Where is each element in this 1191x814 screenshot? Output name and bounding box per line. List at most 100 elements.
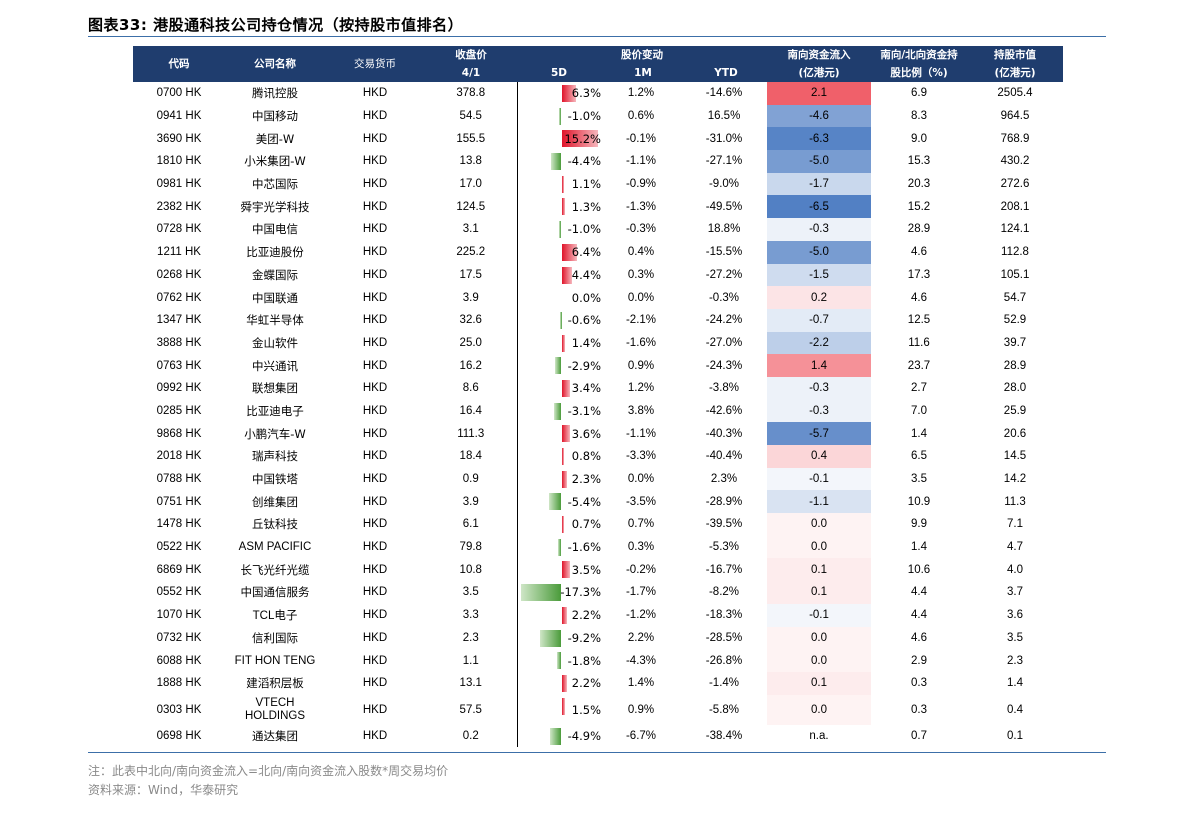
row-close: 225.2 bbox=[425, 240, 518, 264]
row-change-ytd: -5.8% bbox=[708, 703, 740, 716]
row-change-5d: 3.6% bbox=[517, 422, 601, 445]
table-note: 注：此表中北向/南向资金流入=北向/南向资金流入股数*周交易均价 bbox=[88, 764, 449, 778]
row-holding-ratio: 15.3 bbox=[907, 155, 931, 168]
change-5d-bar bbox=[561, 379, 570, 397]
row-code: 0788 HK bbox=[156, 473, 202, 486]
row-close: 1.1 bbox=[425, 649, 518, 672]
row-southbound-flow: 0.4 bbox=[767, 445, 871, 468]
row-currency: HKD bbox=[362, 132, 388, 145]
row-currency: HKD bbox=[362, 703, 388, 716]
row-currency: HKD bbox=[362, 654, 388, 667]
row-currency: HKD bbox=[362, 268, 388, 281]
row-close: 13.8 bbox=[425, 150, 518, 173]
change-5d-bar bbox=[549, 727, 562, 745]
row-close: 79.8 bbox=[425, 535, 518, 559]
row-holding-ratio: 11.6 bbox=[908, 336, 930, 349]
row-change-5d: -5.4% bbox=[517, 490, 601, 513]
row-change-5d: 1.1% bbox=[517, 173, 601, 196]
row-change-5d: 4.4% bbox=[517, 264, 601, 287]
row-code: 0268 HK bbox=[156, 268, 202, 281]
row-code: 9868 HK bbox=[156, 427, 202, 440]
row-change-ytd: -40.4% bbox=[705, 450, 743, 463]
change-5d-bar bbox=[561, 448, 564, 465]
change-5d-value: 6.3% bbox=[571, 86, 601, 101]
row-name: 中国铁塔 bbox=[252, 472, 298, 487]
change-5d-value: -5.4% bbox=[567, 494, 601, 509]
row-change-1m: 0.7% bbox=[627, 518, 655, 531]
row-change-5d: 3.4% bbox=[517, 377, 601, 400]
change-5d-value: 0.7% bbox=[571, 517, 601, 532]
row-currency: HKD bbox=[362, 223, 388, 236]
change-5d-bar bbox=[561, 198, 565, 216]
row-change-1m: -2.1% bbox=[625, 314, 657, 327]
row-change-5d: 1.5% bbox=[517, 695, 601, 725]
row-holding-mcap: 105.1 bbox=[1000, 268, 1030, 281]
change-5d-value: -1.0% bbox=[567, 109, 601, 124]
row-currency: HKD bbox=[362, 495, 388, 508]
table-row: 0763 HK 中兴通讯 HKD 16.2 -2.9% 0.9% -24.3% 1.4 23.7… bbox=[133, 354, 1063, 377]
row-change-5d: 6.3% bbox=[517, 82, 601, 105]
row-change-5d: -3.1% bbox=[517, 400, 601, 423]
row-code: 1888 HK bbox=[156, 677, 202, 690]
row-holding-mcap: 2.3 bbox=[1007, 654, 1023, 667]
header-currency: 交易货币 bbox=[325, 46, 425, 82]
row-close: 3.5 bbox=[425, 581, 518, 604]
row-holding-ratio: 9.0 bbox=[911, 132, 927, 145]
row-southbound-flow: -1.5 bbox=[767, 263, 871, 287]
row-name: 通达集团 bbox=[252, 728, 298, 743]
row-name: 小鹏汽车-W bbox=[244, 426, 306, 441]
row-southbound-flow: -1.7 bbox=[767, 172, 871, 196]
row-change-1m: -1.1% bbox=[625, 155, 657, 168]
row-close: 57.5 bbox=[425, 694, 518, 725]
change-5d-bar bbox=[520, 584, 562, 602]
row-code: 3690 HK bbox=[156, 132, 202, 145]
row-currency: HKD bbox=[362, 382, 388, 395]
change-5d-bar bbox=[551, 153, 562, 171]
table-row: 0728 HK 中国电信 HKD 3.1 -1.0% -0.3% 18.8% -0.3 28.9… bbox=[133, 218, 1063, 241]
row-change-1m: -0.1% bbox=[625, 132, 657, 145]
row-southbound-flow: -2.2 bbox=[767, 331, 871, 355]
change-5d-bar bbox=[548, 493, 562, 511]
row-name: 金蝶国际 bbox=[252, 267, 298, 282]
row-holding-ratio: 6.9 bbox=[911, 87, 927, 100]
row-close: 18.4 bbox=[425, 445, 518, 468]
row-change-ytd: -24.3% bbox=[705, 359, 743, 372]
table-row: 1888 HK 建滔积层板 HKD 13.1 2.2% 1.4% -1.4% 0.1 0.3 1.… bbox=[133, 671, 1063, 695]
row-code: 0700 HK bbox=[156, 87, 202, 100]
row-currency: HKD bbox=[362, 677, 388, 690]
row-holding-mcap: 52.9 bbox=[1003, 314, 1027, 327]
row-southbound-flow: -0.1 bbox=[767, 467, 871, 491]
table-row: 2382 HK 舜宇光学科技 HKD 124.5 1.3% -1.3% -49.5% -6.5… bbox=[133, 195, 1063, 219]
row-change-1m: 0.6% bbox=[627, 110, 655, 123]
row-holding-ratio: 0.3 bbox=[911, 677, 927, 690]
change-5d-value: -0.6% bbox=[567, 313, 601, 328]
row-currency: HKD bbox=[362, 87, 388, 100]
row-change-1m: -1.6% bbox=[625, 336, 657, 349]
row-holding-ratio: 9.9 bbox=[911, 518, 927, 531]
table-row: 0992 HK 联想集团 HKD 8.6 3.4% 1.2% -3.8% -0.3 2.7 28.… bbox=[133, 376, 1063, 400]
row-close: 16.2 bbox=[425, 354, 518, 377]
row-change-5d: 0.8% bbox=[517, 445, 601, 468]
header-mcap-unit: (亿港元) bbox=[967, 64, 1063, 82]
table-row: 0552 HK 中国通信服务 HKD 3.5 -17.3% -1.7% -8.2% 0.1 4.… bbox=[133, 581, 1063, 604]
row-close: 10.8 bbox=[425, 558, 518, 582]
change-5d-bar bbox=[561, 266, 572, 284]
row-change-5d: -1.0% bbox=[517, 218, 601, 241]
change-5d-bar bbox=[561, 516, 564, 534]
footer-divider bbox=[88, 752, 1106, 753]
row-close: 8.6 bbox=[425, 376, 518, 400]
row-southbound-flow: -0.1 bbox=[767, 603, 871, 627]
row-holding-mcap: 25.9 bbox=[1003, 404, 1027, 417]
row-code: 0981 HK bbox=[156, 178, 202, 191]
source-note: 资料来源：Wind，华泰研究 bbox=[88, 783, 239, 797]
row-change-1m: 1.4% bbox=[627, 677, 655, 690]
row-holding-mcap: 20.6 bbox=[1003, 427, 1027, 440]
table-row: 1810 HK 小米集团-W HKD 13.8 -4.4% -1.1% -27.1% -5.0… bbox=[133, 150, 1063, 173]
row-change-ytd: 16.5% bbox=[707, 110, 741, 123]
table-row: 6869 HK 长飞光纤光缆 HKD 10.8 3.5% -0.2% -16.7% 0.1 10… bbox=[133, 558, 1063, 582]
row-holding-ratio: 10.6 bbox=[907, 563, 931, 576]
row-holding-ratio: 12.5 bbox=[907, 314, 931, 327]
row-currency: HKD bbox=[362, 541, 388, 554]
row-holding-mcap: 14.2 bbox=[1003, 473, 1027, 486]
table-row: 6088 HK FIT HON TENG HKD 1.1 -1.8% -4.3% -26.8… bbox=[133, 649, 1063, 672]
